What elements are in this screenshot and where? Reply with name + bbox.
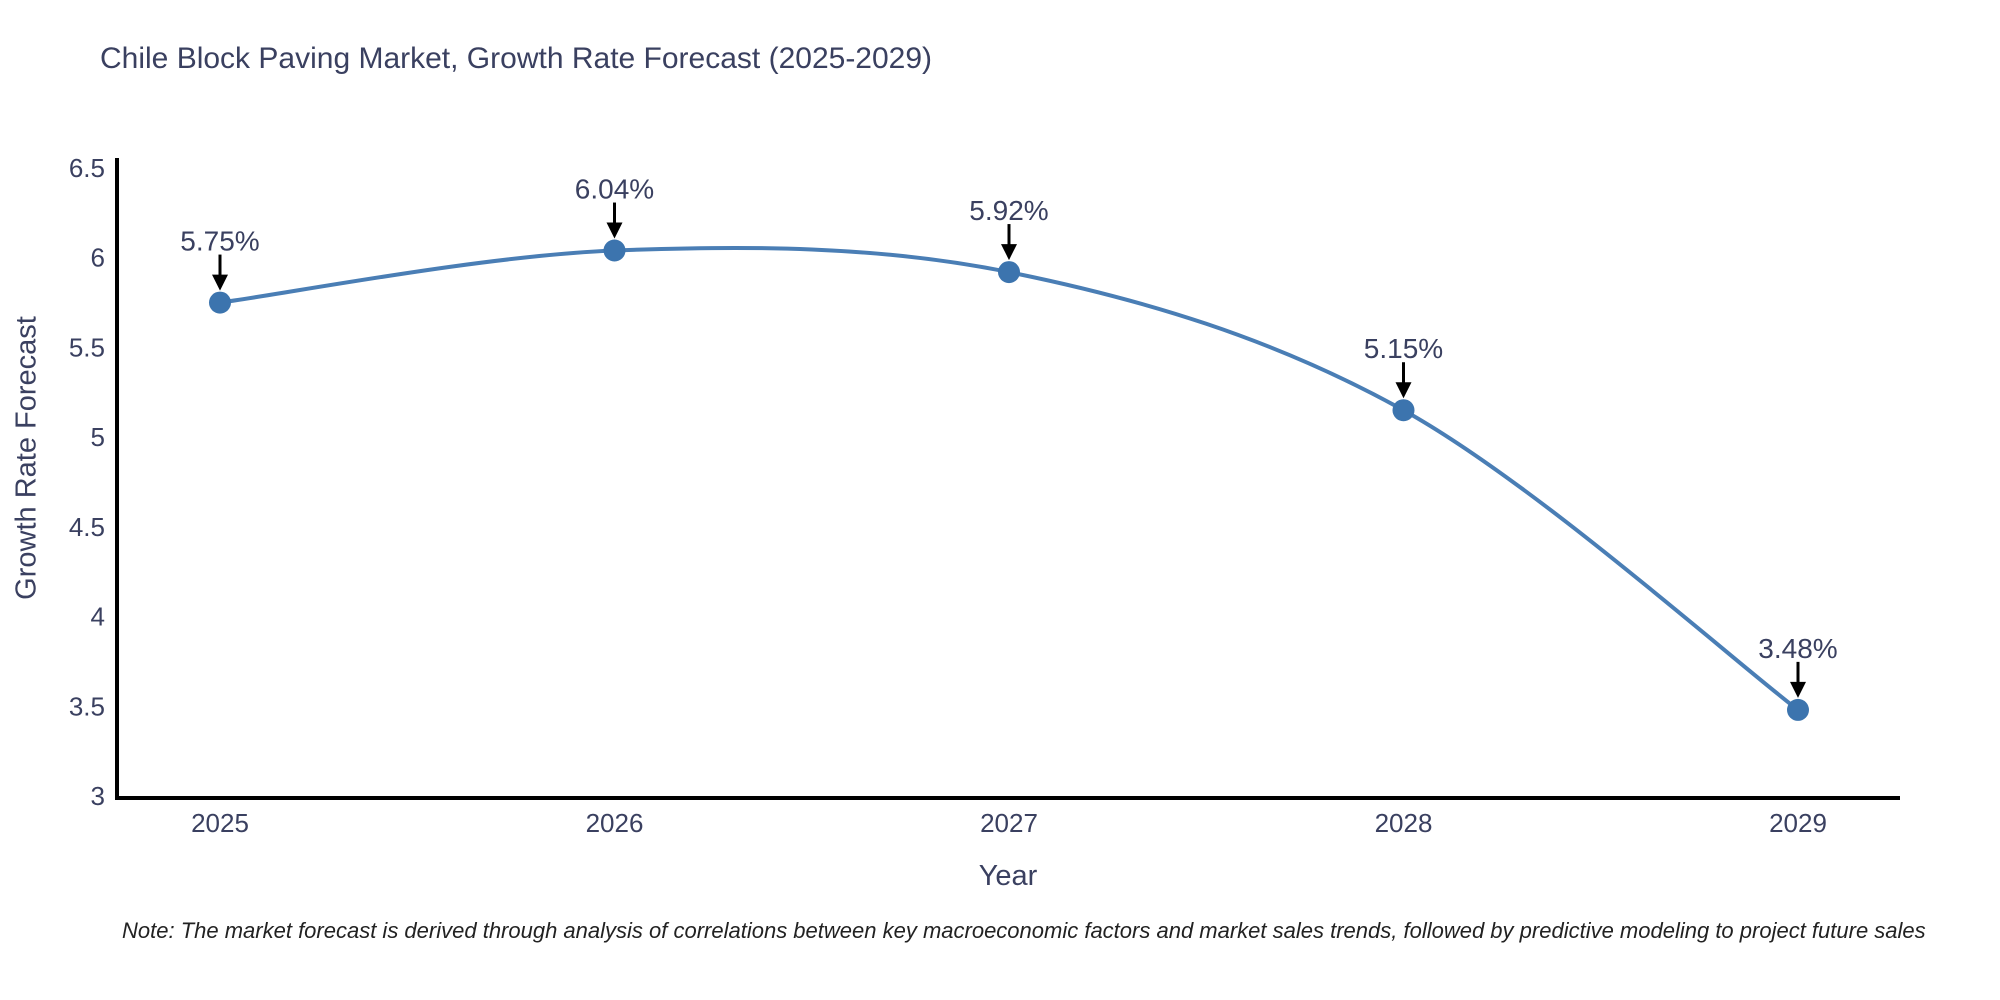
y-tick-label: 4 [91, 602, 105, 632]
data-point-marker [603, 239, 626, 262]
point-label: 6.04% [575, 174, 654, 205]
y-tick-label: 6 [91, 243, 105, 273]
data-point-marker [209, 291, 231, 314]
y-tick-label: 3 [91, 781, 105, 811]
x-tick-label: 2028 [1375, 808, 1433, 838]
annotation-arrow-head [606, 222, 623, 239]
y-tick-label: 5 [91, 422, 105, 452]
x-tick-label: 2027 [980, 808, 1038, 838]
point-label: 3.48% [1758, 633, 1837, 664]
data-point-marker [998, 261, 1020, 284]
y-tick-label: 5.5 [69, 332, 105, 362]
x-tick-label: 2029 [1769, 808, 1827, 838]
chart-title: Chile Block Paving Market, Growth Rate F… [100, 42, 933, 75]
annotation-arrow-head [212, 274, 228, 291]
y-tick-label: 3.5 [69, 691, 105, 721]
annotation-arrow-head [1395, 382, 1412, 399]
trend-line [218, 245, 1800, 712]
data-point-marker [1787, 698, 1809, 721]
point-label: 5.75% [180, 226, 259, 257]
x-tick-label: 2026 [586, 808, 644, 838]
point-label: 5.15% [1364, 333, 1443, 364]
data-point-marker [1392, 399, 1415, 422]
point-label: 5.92% [969, 195, 1048, 226]
x-tick-label: 2025 [191, 808, 249, 838]
x-axis-title: Year [978, 860, 1038, 892]
y-axis-title: Growth Rate Forecast [10, 316, 43, 600]
y-tick-label: 6.5 [69, 153, 105, 183]
annotation-arrow-head [1790, 681, 1806, 698]
y-tick-label: 4.5 [69, 512, 105, 542]
annotation-arrow-head [1001, 244, 1017, 261]
chart-note: Note: The market forecast is derived thr… [122, 918, 1926, 943]
